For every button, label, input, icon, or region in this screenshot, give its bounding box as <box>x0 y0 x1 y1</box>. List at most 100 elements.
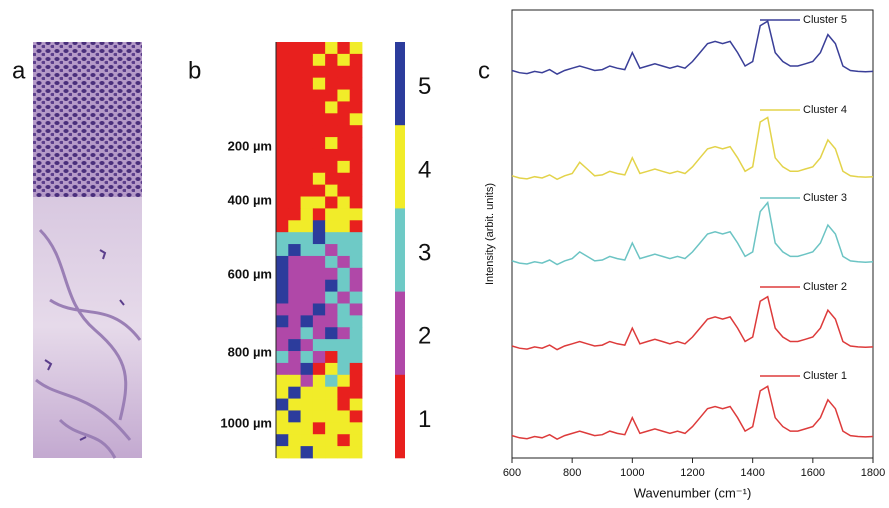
cluster-cell <box>288 208 301 221</box>
cluster-cell <box>325 101 338 114</box>
cluster-cell <box>312 184 326 197</box>
cluster-cell <box>276 232 289 245</box>
cluster-cell <box>300 267 314 281</box>
cluster-cell <box>288 446 301 459</box>
cluster-cell <box>325 279 338 292</box>
cluster-cell <box>349 113 363 126</box>
tissue-cells <box>44 249 125 441</box>
cluster-cell <box>349 327 363 340</box>
cluster-cell <box>325 89 338 102</box>
cluster-cell <box>337 89 351 102</box>
cluster-cell <box>276 386 289 399</box>
cluster-cell <box>349 137 363 150</box>
cluster-cell <box>337 374 351 388</box>
cluster-cell <box>325 315 338 328</box>
cluster-cell <box>288 303 301 316</box>
cluster-cell <box>276 208 289 221</box>
cluster-cell <box>325 374 338 388</box>
cluster-cell <box>337 362 351 376</box>
cluster-cell <box>349 77 363 90</box>
cluster-cell <box>276 160 289 174</box>
cluster-cell <box>312 160 326 174</box>
cluster-cell <box>288 77 301 90</box>
cluster-cell <box>288 42 301 55</box>
cluster-cell <box>288 351 301 364</box>
cluster-cell <box>349 386 363 399</box>
cluster-cell <box>337 137 351 150</box>
colorbar-segment <box>395 125 405 209</box>
cluster-cell <box>337 101 351 114</box>
cluster-cell <box>300 279 314 292</box>
depth-label: 600 µm <box>228 266 272 281</box>
cluster-cell <box>276 244 289 257</box>
colorbar-label: 5 <box>418 73 431 100</box>
cluster-cell <box>325 137 338 150</box>
spectrum-line <box>511 200 874 266</box>
cluster-cell <box>276 255 289 269</box>
cluster-cell <box>276 101 289 114</box>
stroma <box>33 195 142 458</box>
cluster-cell <box>288 184 301 197</box>
cluster-cell <box>325 184 338 197</box>
cluster-cell <box>288 398 301 411</box>
cluster-cell <box>276 374 289 388</box>
spectrum-line <box>511 20 874 75</box>
cluster-cell <box>288 220 301 233</box>
cluster-cell <box>276 303 289 316</box>
colorbar-segment <box>395 374 405 459</box>
cluster-cell <box>288 148 301 162</box>
cluster-cell <box>276 434 289 447</box>
cluster-cell <box>337 398 351 411</box>
cluster-cell <box>349 398 363 411</box>
x-tick-label: 800 <box>563 467 581 479</box>
cluster-cell <box>300 160 314 174</box>
cluster-cell <box>312 315 326 328</box>
cluster-cell <box>337 196 351 209</box>
cluster-cell <box>325 148 338 162</box>
cluster-cell <box>300 172 314 186</box>
cluster-cell <box>288 244 301 257</box>
cluster-cell <box>300 184 314 197</box>
cluster-cell <box>312 362 326 376</box>
cluster-cell <box>312 125 326 138</box>
cluster-cell <box>276 137 289 150</box>
cluster-cell <box>349 255 363 269</box>
cluster-cell <box>300 196 314 209</box>
cluster-cell <box>349 303 363 316</box>
cluster-cell <box>276 42 289 55</box>
cluster-cell <box>337 113 351 126</box>
colorbar-label: 4 <box>418 156 431 183</box>
cluster-cell <box>325 208 338 221</box>
cluster-cell <box>349 434 363 447</box>
cluster-cell <box>288 374 301 388</box>
cluster-cell <box>300 315 314 328</box>
cluster-cell <box>288 160 301 174</box>
cluster-cell <box>349 339 363 352</box>
cluster-cell <box>349 172 363 186</box>
cluster-cell <box>300 398 314 411</box>
cluster-cell <box>337 53 351 67</box>
depth-label: 800 µm <box>228 344 272 359</box>
cluster-cell <box>312 291 326 304</box>
cluster-cell <box>312 398 326 411</box>
cluster-cell <box>312 101 326 114</box>
cluster-cell <box>312 42 326 55</box>
cluster-cell <box>300 42 314 55</box>
cluster-cell <box>349 53 363 67</box>
cluster-cell <box>288 279 301 292</box>
cluster-cell <box>337 65 351 79</box>
cluster-cell <box>349 148 363 162</box>
cluster-cell <box>337 184 351 197</box>
cluster-cell <box>312 267 326 281</box>
cluster-cell <box>312 137 326 150</box>
legend-label: Cluster 3 <box>803 192 847 204</box>
cluster-cell <box>312 89 326 102</box>
cluster-cell <box>300 137 314 150</box>
cluster-cell <box>325 125 338 138</box>
x-tick-label: 1800 <box>861 467 885 479</box>
spectrum-line <box>511 295 874 351</box>
cluster-cell <box>325 196 338 209</box>
cluster-cell <box>349 125 363 138</box>
cluster-cell <box>325 232 338 245</box>
cluster-cell <box>300 255 314 269</box>
